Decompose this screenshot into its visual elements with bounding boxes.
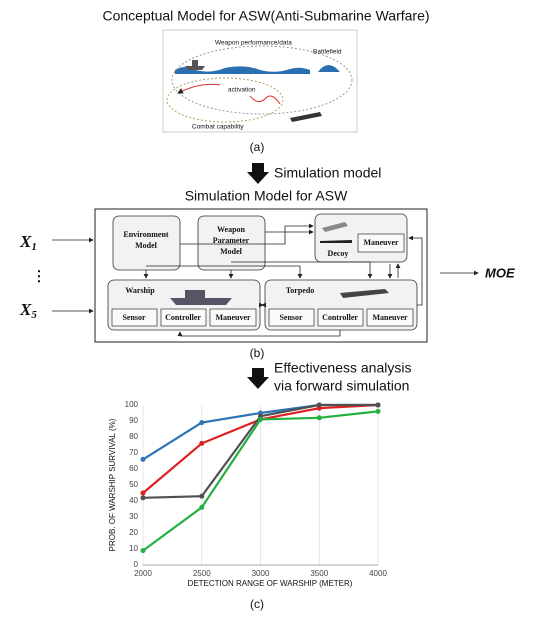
step-label: Effectiveness analysis (274, 360, 411, 376)
output-label: MOE (485, 265, 515, 280)
panel-a-title: Conceptual Model for ASW(Anti-Submarine … (102, 8, 429, 24)
node-label: Model (135, 241, 158, 250)
weapon-ellipse (171, 45, 353, 115)
point (199, 420, 205, 426)
warship-part (160, 308, 207, 327)
step-label: via forward simulation (274, 378, 409, 394)
torpedo-part (268, 308, 315, 327)
y-tick-label: 30 (129, 512, 138, 521)
point (375, 408, 381, 414)
point (199, 493, 205, 499)
node-label: Torpedo (286, 286, 315, 295)
decoy-part (357, 233, 405, 253)
part-label: Sensor (122, 313, 146, 322)
y-axis-label: PROB. OF WARSHIP SURVIVAL (%) (108, 418, 117, 551)
torpedo-icon (340, 289, 389, 298)
warship-part (209, 308, 257, 327)
node-label: Weapon (217, 225, 246, 234)
node-label: Environment (123, 230, 169, 239)
x-tick-label: 3500 (310, 569, 328, 578)
point (140, 490, 146, 496)
torpedo-part (366, 308, 414, 327)
node-label: Model (220, 247, 243, 256)
combat-ellipse (166, 77, 284, 123)
panel-b-title: Simulation Model for ASW (185, 188, 348, 204)
node-label: Parameter (213, 236, 250, 245)
x-tick-label: 4000 (369, 569, 387, 578)
ship-icon (185, 60, 205, 70)
x-tick-label: 3000 (252, 569, 270, 578)
red-arrow (177, 83, 221, 94)
point (375, 402, 381, 408)
input-label: X5 (19, 300, 37, 321)
point (316, 402, 322, 408)
x-tick-label: 2000 (134, 569, 152, 578)
y-tick-label: 10 (129, 544, 138, 553)
torpedo-icon (290, 112, 322, 122)
x-tick-label: 2500 (193, 569, 211, 578)
decoy-icon (322, 222, 348, 232)
illustration-label: Battlefield (313, 49, 342, 56)
y-tick-label: 50 (129, 480, 138, 489)
chart: 0 10 20 30 40 50 60 70 80 90 100 2000 2500 3000 3500 40… (125, 400, 388, 578)
connectors (143, 223, 423, 337)
y-tick-label: 60 (129, 464, 138, 473)
part-label: Sensor (279, 313, 303, 322)
part-label: Maneuver (215, 313, 251, 322)
caption: (b) (250, 346, 265, 360)
step-label: Simulation model (274, 165, 381, 181)
wave (318, 65, 340, 72)
decoy-icon (320, 240, 352, 243)
caption: (a) (250, 140, 265, 154)
illustration-label: activation (228, 87, 256, 94)
torpedo-part (317, 308, 364, 327)
point (140, 456, 146, 462)
y-tick-label: 40 (129, 496, 138, 505)
caption: (c) (250, 597, 264, 611)
torpedo-path (249, 95, 281, 105)
illustration-label: Combat capability (192, 124, 244, 131)
weapon-node (197, 215, 266, 271)
point (258, 416, 263, 422)
point (199, 504, 205, 510)
node-label: Decoy (328, 249, 349, 258)
y-tick-label: 0 (134, 560, 139, 569)
y-tick-label: 20 (129, 528, 138, 537)
y-tick-label: 90 (129, 416, 138, 425)
sea (175, 66, 310, 74)
ellipsis: ⋮ (32, 268, 46, 284)
part-label: Maneuver (372, 313, 408, 322)
warship-part (111, 308, 158, 327)
point (140, 495, 146, 501)
point (199, 440, 205, 446)
node-label: Warship (125, 286, 155, 295)
input-label: X1 (19, 232, 37, 253)
x-axis-label: DETECTION RANGE OF WARSHIP (METER) (188, 579, 353, 588)
environment-node (112, 215, 181, 271)
y-tick-label: 80 (129, 432, 138, 441)
y-tick-label: 100 (125, 400, 139, 409)
warship-icon (170, 290, 232, 305)
point (140, 548, 146, 554)
point (316, 415, 322, 421)
down-arrow (247, 368, 269, 389)
illustration-label: Weapon performance/data (215, 40, 292, 47)
part-label: Controller (322, 313, 358, 322)
part-label: Controller (165, 313, 201, 322)
part-label: Maneuver (363, 238, 399, 247)
y-tick-label: 70 (129, 448, 138, 457)
down-arrow (247, 163, 269, 184)
